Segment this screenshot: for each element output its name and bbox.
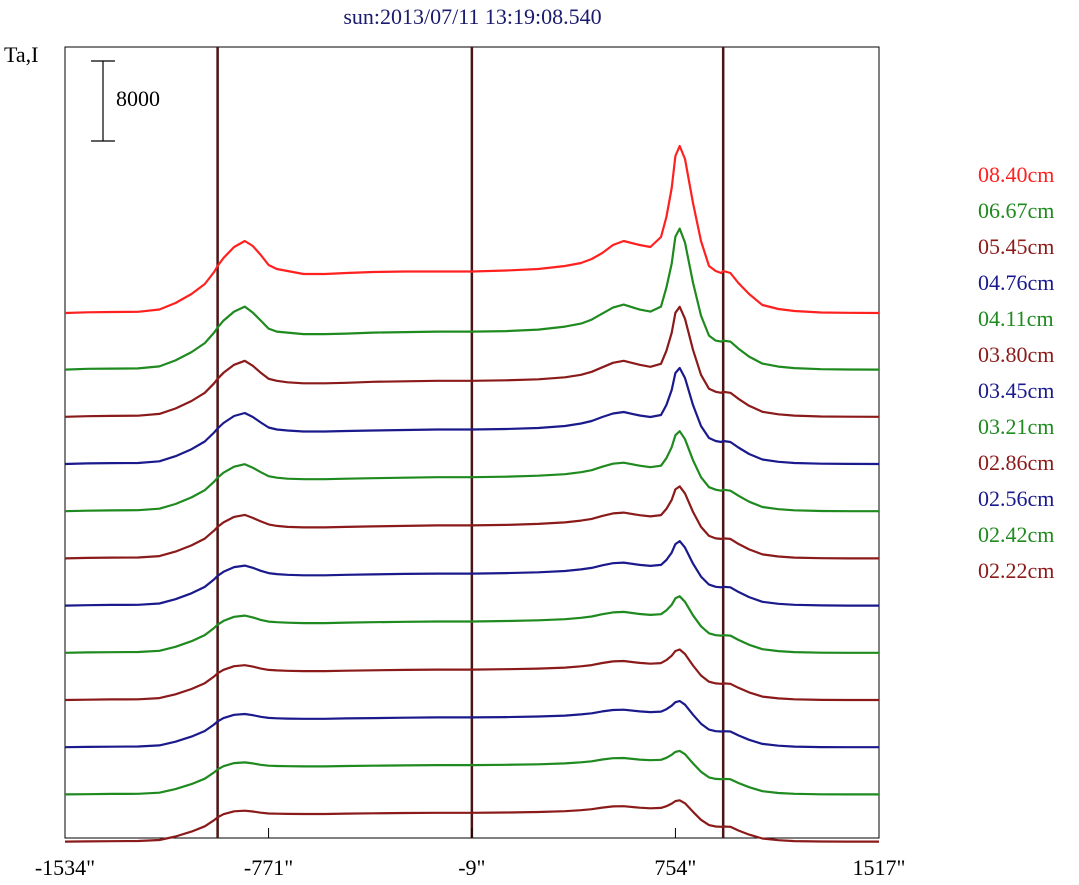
- legend-entry-02.42cm: 02.42cm: [978, 522, 1055, 547]
- series-line-02.86cm: [64, 648, 879, 702]
- series-line-05.45cm: [64, 305, 880, 418]
- y-axis-label: Ta,I: [4, 42, 39, 67]
- legend-entry-03.80cm: 03.80cm: [978, 342, 1055, 367]
- series-line-02.22cm: [64, 799, 879, 843]
- x-tick-label-2: -9": [458, 855, 486, 880]
- series-line-04.76cm: [64, 366, 880, 466]
- x-tick-label-0: -1534": [34, 855, 96, 880]
- scale-bar-label: 8000: [116, 86, 160, 111]
- legend-entry-02.56cm: 02.56cm: [978, 486, 1055, 511]
- series-lines: [64, 144, 880, 843]
- series-line-02.56cm: [64, 699, 879, 749]
- x-tick-label-3: 754": [654, 855, 697, 880]
- series-line-02.42cm: [64, 749, 879, 796]
- legend-entry-02.22cm: 02.22cm: [978, 558, 1055, 583]
- legend-entry-02.86cm: 02.86cm: [978, 450, 1055, 475]
- series-line-03.80cm: [64, 485, 879, 560]
- series-line-08.40cm: [64, 144, 880, 315]
- legend-entry-03.21cm: 03.21cm: [978, 414, 1055, 439]
- legend-entry-03.45cm: 03.45cm: [978, 378, 1055, 403]
- x-tick-label-4: 1517": [852, 855, 906, 880]
- series-line-04.11cm: [64, 430, 879, 513]
- legend-entry-08.40cm: 08.40cm: [978, 162, 1055, 187]
- legend-entry-04.76cm: 04.76cm: [978, 270, 1055, 295]
- x-tick-marks: [64, 828, 880, 838]
- legend-entry-04.11cm: 04.11cm: [978, 306, 1054, 331]
- chart-title: sun:2013/07/11 13:19:08.540: [343, 4, 602, 29]
- series-line-03.45cm: [64, 539, 879, 607]
- legend-entry-05.45cm: 05.45cm: [978, 234, 1055, 259]
- vertical-reference-lines: [216, 47, 725, 838]
- legend-entry-06.67cm: 06.67cm: [978, 198, 1055, 223]
- x-tick-label-1: -771": [243, 855, 294, 880]
- series-line-03.21cm: [64, 595, 879, 654]
- series-line-06.67cm: [64, 227, 880, 371]
- scale-bar: [91, 60, 115, 142]
